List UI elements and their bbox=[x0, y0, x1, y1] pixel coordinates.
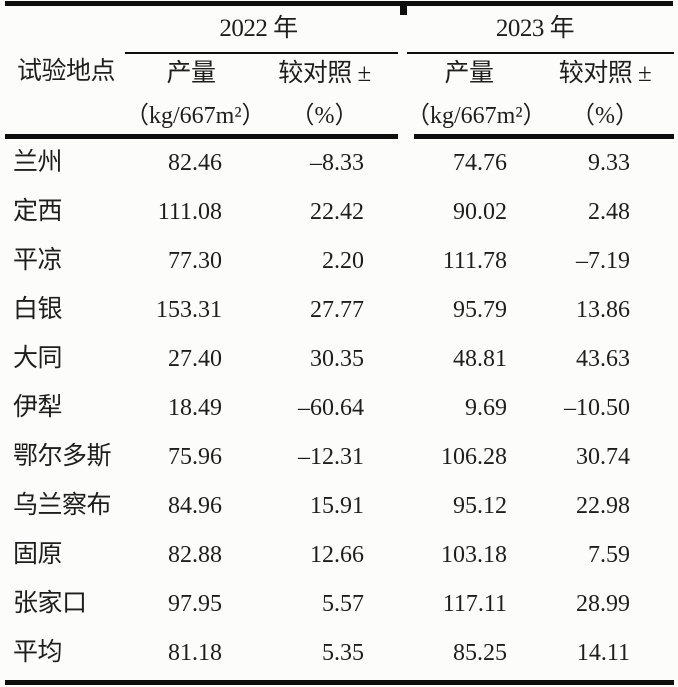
location-cell: 定西 bbox=[13, 198, 63, 226]
yield-2023-cell: 95.12 bbox=[453, 492, 508, 519]
year-group-divider-tick bbox=[400, 1, 407, 15]
yield-2022-cell: 84.96 bbox=[168, 492, 222, 519]
yield-2022-cell: 18.49 bbox=[168, 394, 222, 421]
yield-2023-cell: 74.76 bbox=[453, 149, 508, 176]
delta-2022-cell: 30.35 bbox=[310, 345, 365, 372]
yield-2023-cell: 111.78 bbox=[442, 247, 508, 274]
yield-2023-cell: 103.18 bbox=[441, 541, 508, 568]
yield-results-table: 试验地点 2022 年 2023 年 产量 较对照 ± 产量 较对照 ± （kg… bbox=[0, 6, 678, 678]
yield-2022-cell: 75.96 bbox=[168, 443, 222, 470]
yield-2022-unit: （kg/667m²） bbox=[125, 103, 266, 130]
location-cell: 固原 bbox=[13, 541, 63, 569]
yield-2022-cell: 153.31 bbox=[156, 296, 222, 323]
yield-2022-cell: 97.95 bbox=[168, 590, 222, 617]
yield-2023-cell: 48.81 bbox=[453, 345, 508, 372]
table-row: 平凉 77.30 2.20 111.78 –7.19 bbox=[0, 237, 678, 286]
table-top-rule bbox=[5, 1, 673, 6]
vs-control-2023-header: 较对照 ± bbox=[558, 59, 652, 87]
delta-2022-cell: 22.42 bbox=[310, 198, 365, 225]
delta-2022-cell: 5.35 bbox=[322, 639, 365, 666]
yield-2022-cell: 81.18 bbox=[168, 639, 222, 666]
location-cell: 兰州 bbox=[13, 149, 63, 177]
yield-2022-cell: 82.88 bbox=[168, 541, 222, 568]
table-row: 定西 111.08 22.42 90.02 2.48 bbox=[0, 188, 678, 237]
delta-2022-cell: –60.64 bbox=[298, 394, 365, 421]
delta-2023-cell: –10.50 bbox=[564, 394, 631, 421]
delta-2023-cell: 43.63 bbox=[576, 345, 631, 372]
delta-2023-cell: 9.33 bbox=[588, 149, 631, 176]
location-column-header: 试验地点 bbox=[17, 58, 116, 86]
delta-2023-cell: 13.86 bbox=[576, 296, 631, 323]
yield-2023-cell: 106.28 bbox=[441, 443, 508, 470]
delta-2022-cell: –12.31 bbox=[298, 443, 365, 470]
delta-2022-cell: 5.57 bbox=[322, 590, 365, 617]
table-row-average: 平均 81.18 5.35 85.25 14.11 bbox=[0, 629, 678, 678]
year1-underline-rule bbox=[125, 52, 398, 54]
yield-2023-cell: 95.79 bbox=[453, 296, 508, 323]
yield-2022-header: 产量 bbox=[166, 59, 216, 87]
yield-2022-cell: 82.46 bbox=[168, 149, 222, 176]
header-bottom-rule-left bbox=[5, 134, 398, 139]
table-row: 固原 82.88 12.66 103.18 7.59 bbox=[0, 531, 678, 580]
table-row: 白银 153.31 27.77 95.79 13.86 bbox=[0, 286, 678, 335]
delta-2023-cell: 2.48 bbox=[588, 198, 631, 225]
yield-2023-header: 产量 bbox=[444, 59, 495, 87]
yield-2023-cell: 90.02 bbox=[453, 198, 508, 225]
delta-2023-cell: 28.99 bbox=[576, 590, 631, 617]
location-cell: 大同 bbox=[13, 345, 63, 373]
location-cell: 乌兰察布 bbox=[13, 492, 112, 520]
location-cell: 张家口 bbox=[13, 590, 87, 618]
delta-2022-cell: 27.77 bbox=[310, 296, 365, 323]
location-cell: 伊犁 bbox=[13, 394, 63, 422]
yield-2022-cell: 77.30 bbox=[168, 247, 222, 274]
yield-2023-cell: 9.69 bbox=[465, 394, 508, 421]
table-row: 兰州 82.46 –8.33 74.76 9.33 bbox=[0, 139, 678, 188]
delta-2022-cell: 12.66 bbox=[310, 541, 365, 568]
location-cell: 鄂尔多斯 bbox=[13, 443, 112, 471]
location-cell: 平均 bbox=[13, 639, 63, 667]
year-2022-header: 2022 年 bbox=[219, 15, 298, 43]
yield-2023-cell: 117.11 bbox=[442, 590, 508, 617]
yield-2023-unit: （kg/667m²） bbox=[406, 103, 547, 130]
year-2023-header: 2023 年 bbox=[495, 15, 575, 43]
delta-2023-cell: 7.59 bbox=[588, 541, 631, 568]
delta-2023-cell: 14.11 bbox=[576, 639, 631, 666]
delta-2023-cell: 22.98 bbox=[576, 492, 631, 519]
table-row: 张家口 97.95 5.57 117.11 28.99 bbox=[0, 580, 678, 629]
year-header-row: 试验地点 2022 年 2023 年 bbox=[0, 6, 678, 85]
delta-2023-cell: –7.19 bbox=[576, 247, 631, 274]
delta-2022-cell: 15.91 bbox=[310, 492, 365, 519]
yield-2023-cell: 85.25 bbox=[453, 639, 508, 666]
header-bottom-rule-right bbox=[414, 134, 674, 139]
location-cell: 平凉 bbox=[13, 247, 63, 275]
year2-underline-rule bbox=[407, 52, 674, 54]
table-row: 鄂尔多斯 75.96 –12.31 106.28 30.74 bbox=[0, 433, 678, 482]
table-bottom-rule bbox=[5, 680, 674, 685]
delta-2023-cell: 30.74 bbox=[576, 443, 631, 470]
yield-2022-cell: 27.40 bbox=[168, 345, 222, 372]
delta-2022-cell: 2.20 bbox=[322, 247, 365, 274]
subheader-label-row: 产量 较对照 ± 产量 较对照 ± bbox=[0, 53, 678, 95]
table-row: 伊犁 18.49 –60.64 9.69 –10.50 bbox=[0, 384, 678, 433]
vs-control-2022-unit: （%） bbox=[290, 103, 359, 130]
table-row: 大同 27.40 30.35 48.81 43.63 bbox=[0, 335, 678, 384]
vs-control-2022-header: 较对照 ± bbox=[278, 59, 371, 87]
table-row: 乌兰察布 84.96 15.91 95.12 22.98 bbox=[0, 482, 678, 531]
delta-2022-cell: –8.33 bbox=[310, 149, 365, 176]
location-cell: 白银 bbox=[13, 296, 63, 324]
subheader-unit-row: （kg/667m²） （%） （kg/667m²） （%） bbox=[0, 95, 678, 139]
vs-control-2023-unit: （%） bbox=[571, 103, 640, 130]
yield-2022-cell: 111.08 bbox=[157, 198, 222, 225]
